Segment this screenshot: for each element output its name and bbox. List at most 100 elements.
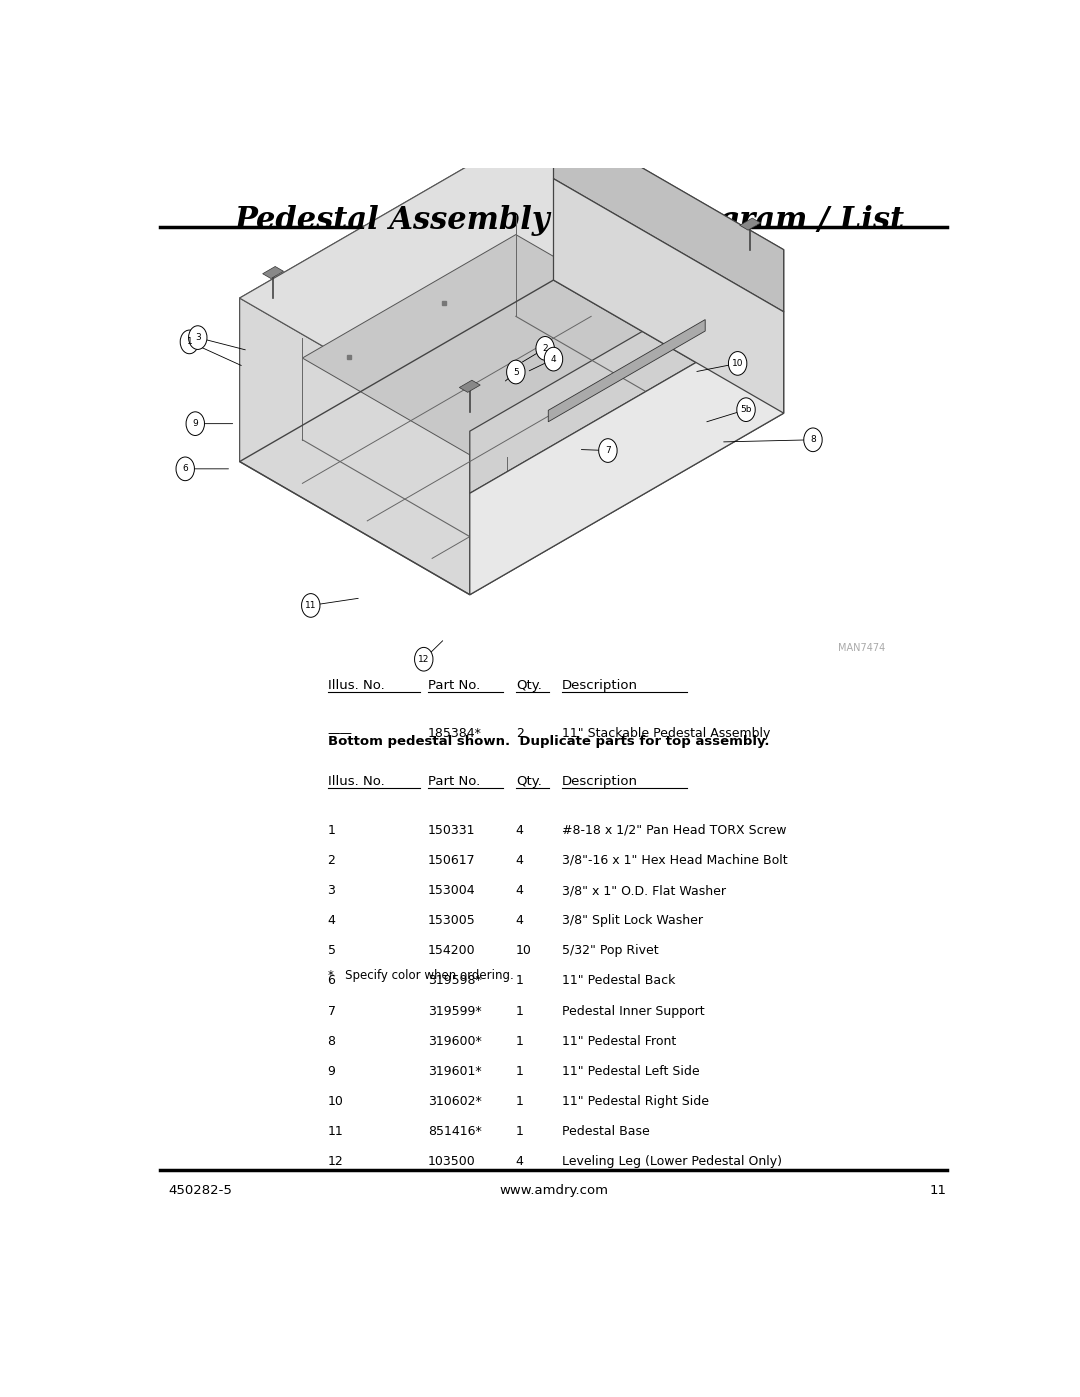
Text: 5b: 5b <box>740 405 752 414</box>
Text: 11" Stackable Pedestal Assembly: 11" Stackable Pedestal Assembly <box>562 726 770 740</box>
Polygon shape <box>554 116 784 312</box>
Text: 11: 11 <box>930 1185 947 1197</box>
Polygon shape <box>470 250 784 493</box>
Text: 7: 7 <box>327 1004 336 1017</box>
Text: 310602*: 310602* <box>428 1095 482 1108</box>
Text: 12: 12 <box>327 1155 343 1168</box>
Text: 12: 12 <box>418 655 430 664</box>
Text: Illus. No.: Illus. No. <box>327 679 384 692</box>
Text: 4: 4 <box>516 854 524 868</box>
Circle shape <box>598 439 617 462</box>
Polygon shape <box>470 312 784 595</box>
Text: 150617: 150617 <box>428 854 475 868</box>
Circle shape <box>186 412 204 436</box>
Text: MAN7474: MAN7474 <box>838 643 886 652</box>
Text: 6: 6 <box>183 464 188 474</box>
Circle shape <box>415 647 433 671</box>
Circle shape <box>804 427 822 451</box>
Polygon shape <box>740 218 760 231</box>
Circle shape <box>544 348 563 372</box>
Circle shape <box>189 326 207 349</box>
Text: 154200: 154200 <box>428 944 475 957</box>
Text: 319601*: 319601* <box>428 1065 482 1077</box>
Text: 5/32" Pop Rivet: 5/32" Pop Rivet <box>562 944 659 957</box>
Text: 1: 1 <box>327 824 336 837</box>
Text: 1: 1 <box>516 1125 524 1139</box>
Text: 103500: 103500 <box>428 1155 475 1168</box>
Text: 11" Pedestal Back: 11" Pedestal Back <box>562 975 675 988</box>
Text: 8: 8 <box>810 436 815 444</box>
Circle shape <box>728 352 747 376</box>
Text: 1: 1 <box>516 975 524 988</box>
Text: www.amdry.com: www.amdry.com <box>499 1185 608 1197</box>
Text: 11" Pedestal Right Side: 11" Pedestal Right Side <box>562 1095 708 1108</box>
Text: 4: 4 <box>327 914 336 928</box>
Polygon shape <box>549 320 705 422</box>
Polygon shape <box>240 116 784 432</box>
Circle shape <box>176 457 194 481</box>
Text: 153004: 153004 <box>428 884 475 897</box>
Text: 3: 3 <box>327 884 336 897</box>
Text: #8-18 x 1/2" Pan Head TORX Screw: #8-18 x 1/2" Pan Head TORX Screw <box>562 824 786 837</box>
Text: 150331: 150331 <box>428 824 475 837</box>
Text: 5: 5 <box>513 367 518 377</box>
Text: *   Specify color when ordering.: * Specify color when ordering. <box>327 970 513 982</box>
Text: 4: 4 <box>551 355 556 363</box>
Text: Pedestal Assembly Parts Diagram / List: Pedestal Assembly Parts Diagram / List <box>235 205 905 236</box>
Text: Description: Description <box>562 775 638 788</box>
Text: 3/8" Split Lock Washer: 3/8" Split Lock Washer <box>562 914 703 928</box>
Text: 1: 1 <box>516 1095 524 1108</box>
Text: 1: 1 <box>516 1004 524 1017</box>
Circle shape <box>180 330 199 353</box>
Text: 11" Pedestal Left Side: 11" Pedestal Left Side <box>562 1065 700 1077</box>
Text: 8: 8 <box>327 1035 336 1048</box>
Polygon shape <box>262 267 284 278</box>
Polygon shape <box>302 235 721 476</box>
Text: 10: 10 <box>516 944 531 957</box>
Text: Illus. No.: Illus. No. <box>327 775 384 788</box>
Text: 11: 11 <box>327 1125 343 1139</box>
Text: 6: 6 <box>327 975 336 988</box>
Text: 9: 9 <box>192 419 198 427</box>
Text: 10: 10 <box>732 359 743 367</box>
Text: Qty.: Qty. <box>516 679 542 692</box>
Text: 7: 7 <box>605 446 611 455</box>
Text: 5: 5 <box>327 944 336 957</box>
Text: 3/8" x 1" O.D. Flat Washer: 3/8" x 1" O.D. Flat Washer <box>562 884 726 897</box>
Text: 1: 1 <box>187 338 192 346</box>
Text: 1: 1 <box>516 1065 524 1077</box>
Text: 4: 4 <box>516 824 524 837</box>
Polygon shape <box>543 105 564 116</box>
Text: Description: Description <box>562 679 638 692</box>
Text: 11" Pedestal Front: 11" Pedestal Front <box>562 1035 676 1048</box>
Text: 185384*: 185384* <box>428 726 482 740</box>
Text: 4: 4 <box>516 884 524 897</box>
Text: 1: 1 <box>516 1035 524 1048</box>
Text: Qty.: Qty. <box>516 775 542 788</box>
Text: 851416*: 851416* <box>428 1125 482 1139</box>
Text: 4: 4 <box>516 914 524 928</box>
Text: 2: 2 <box>516 726 524 740</box>
Text: 2: 2 <box>327 854 336 868</box>
Text: 3/8"-16 x 1" Hex Head Machine Bolt: 3/8"-16 x 1" Hex Head Machine Bolt <box>562 854 787 868</box>
Text: 319598*: 319598* <box>428 975 482 988</box>
Text: 3: 3 <box>194 332 201 342</box>
Text: 2: 2 <box>542 344 548 353</box>
Polygon shape <box>554 179 784 414</box>
Circle shape <box>536 337 554 360</box>
Text: 319600*: 319600* <box>428 1035 482 1048</box>
Text: 11: 11 <box>305 601 316 610</box>
Text: 4: 4 <box>516 1155 524 1168</box>
Text: Pedestal Inner Support: Pedestal Inner Support <box>562 1004 704 1017</box>
Circle shape <box>301 594 320 617</box>
Text: 319599*: 319599* <box>428 1004 482 1017</box>
Text: 450282-5: 450282-5 <box>168 1185 232 1197</box>
Text: Bottom pedestal shown.  Duplicate parts for top assembly.: Bottom pedestal shown. Duplicate parts f… <box>327 735 769 747</box>
Text: Leveling Leg (Lower Pedestal Only): Leveling Leg (Lower Pedestal Only) <box>562 1155 782 1168</box>
Text: 153005: 153005 <box>428 914 475 928</box>
Text: ——: —— <box>327 726 352 740</box>
Text: 10: 10 <box>327 1095 343 1108</box>
Text: Pedestal Base: Pedestal Base <box>562 1125 650 1139</box>
Text: Part No.: Part No. <box>428 775 481 788</box>
Polygon shape <box>459 380 481 393</box>
